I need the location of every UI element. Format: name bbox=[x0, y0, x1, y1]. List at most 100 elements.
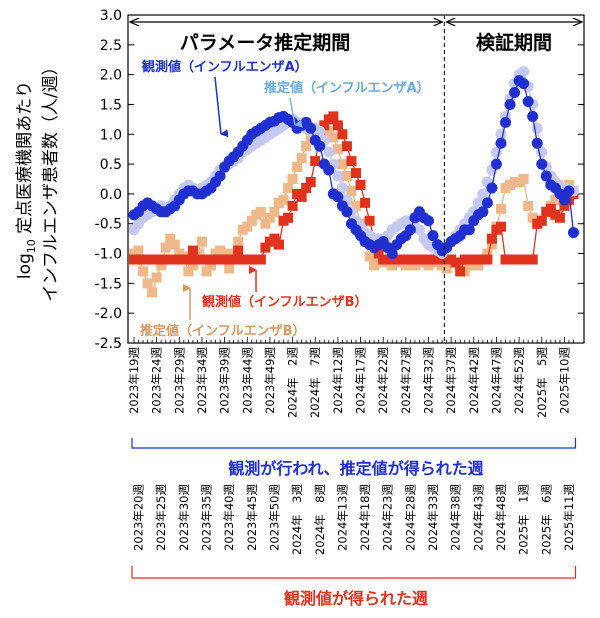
data-point bbox=[490, 158, 502, 170]
data-point bbox=[567, 227, 579, 239]
data-point bbox=[450, 257, 461, 268]
x-tick-label-top: 2023年29週 bbox=[172, 347, 186, 414]
x-tick-label-bottom: 2024年38週 bbox=[449, 484, 463, 551]
data-point bbox=[550, 194, 561, 205]
x-tick-label-top: 2024年 7週 bbox=[308, 347, 322, 419]
data-point bbox=[360, 197, 371, 208]
data-point bbox=[183, 266, 194, 277]
y-tick-label: 2.5 bbox=[100, 38, 122, 54]
svg-text:log10 定点医療機関あたり: log10 定点医療機関あたり bbox=[15, 81, 38, 279]
x-tick-label-bottom: 2025年 1週 bbox=[517, 484, 531, 556]
data-point bbox=[260, 242, 271, 253]
data-point bbox=[482, 248, 493, 259]
y-tick-label: 0.5 bbox=[100, 157, 122, 173]
data-point bbox=[386, 248, 398, 260]
y-tick-label: -1.0 bbox=[95, 247, 122, 263]
data-point bbox=[151, 272, 162, 283]
data-point bbox=[160, 242, 171, 253]
data-point bbox=[518, 66, 530, 78]
data-point bbox=[142, 278, 153, 289]
data-point bbox=[373, 248, 384, 259]
x-tick-label-bottom: 2024年28週 bbox=[403, 484, 417, 551]
data-point bbox=[413, 224, 425, 236]
data-point bbox=[351, 200, 361, 211]
data-point bbox=[404, 224, 416, 236]
x-tick-label-top: 2024年47週 bbox=[489, 347, 503, 414]
x-tick-label-top: 2024年42週 bbox=[467, 347, 481, 414]
data-point bbox=[495, 203, 506, 214]
x-tick-label-bottom: 2024年43週 bbox=[471, 484, 485, 551]
y-tick-label: 2.0 bbox=[100, 68, 122, 84]
y-tick-label: -2.5 bbox=[95, 336, 122, 352]
x-tick-label-top: 2024年 2週 bbox=[286, 347, 300, 419]
data-point bbox=[214, 170, 226, 182]
data-point bbox=[255, 254, 266, 265]
data-point bbox=[332, 170, 344, 182]
ylabel-prefix: log bbox=[15, 253, 35, 279]
data-point bbox=[305, 122, 317, 134]
data-point bbox=[183, 254, 194, 265]
x-tick-label-top: 2024年32週 bbox=[421, 347, 435, 414]
data-point bbox=[287, 174, 298, 184]
annotation-obs-a-arrow bbox=[214, 76, 229, 138]
data-point bbox=[355, 179, 366, 190]
data-point bbox=[147, 287, 158, 298]
data-point bbox=[523, 200, 534, 211]
data-point bbox=[495, 137, 507, 149]
x-tick-label-top: 2023年34週 bbox=[195, 347, 209, 414]
y-tick-label: 1.5 bbox=[100, 97, 122, 113]
data-point bbox=[486, 233, 497, 244]
data-point bbox=[337, 159, 348, 170]
x-tick-label-top: 2024年17週 bbox=[354, 347, 368, 414]
data-point bbox=[563, 185, 575, 197]
data-point bbox=[246, 215, 257, 226]
data-point bbox=[332, 120, 343, 131]
data-point bbox=[341, 141, 352, 152]
data-point bbox=[531, 122, 543, 134]
x-axis: 2023年19週 2023年24週 2023年29週 2023年34週 2023年39週… bbox=[127, 337, 576, 555]
plot-area bbox=[128, 66, 579, 298]
x-tick-label-top: 2024年52週 bbox=[512, 347, 526, 414]
series-0 bbox=[128, 75, 579, 260]
verify-period-label: 検証期間 bbox=[476, 31, 552, 54]
x-tick-label-top: 2024年27週 bbox=[399, 347, 413, 414]
y-tick-label: -0.5 bbox=[95, 217, 122, 233]
y-tick-label: 0.0 bbox=[100, 187, 122, 203]
data-point bbox=[400, 260, 411, 271]
data-point bbox=[486, 239, 497, 250]
data-point bbox=[296, 191, 307, 202]
x-tick-label-top: 2024年22週 bbox=[376, 347, 390, 414]
data-point bbox=[473, 260, 484, 271]
data-point bbox=[441, 263, 452, 274]
data-point bbox=[387, 260, 398, 271]
x-tick-label-bottom: 2023年35週 bbox=[199, 484, 213, 551]
data-point bbox=[332, 191, 344, 203]
ylabel-rest: 定点医療機関あたり bbox=[15, 81, 35, 239]
annotation-est-a-arrow bbox=[289, 97, 303, 128]
data-point bbox=[554, 212, 565, 223]
data-point bbox=[287, 200, 298, 211]
y-tick-label: -1.5 bbox=[95, 276, 122, 292]
data-point bbox=[314, 125, 326, 137]
data-point bbox=[310, 156, 321, 167]
annotation-est-b: 推定値（インフルエンザB） bbox=[140, 323, 306, 339]
y-axis-label: log10 定点医療機関あたり インフルエンザ患者数（人/週） bbox=[15, 58, 61, 301]
x-tick-label-bottom: 2023年30週 bbox=[177, 484, 191, 551]
data-point bbox=[219, 248, 230, 259]
data-point bbox=[518, 174, 529, 184]
x-tick-label-top: 2025年10週 bbox=[557, 347, 571, 414]
ylabel-line2: インフルエンザ患者数（人/週） bbox=[41, 58, 61, 301]
data-point bbox=[273, 239, 284, 250]
data-point bbox=[269, 206, 280, 217]
data-point bbox=[169, 239, 180, 250]
data-point bbox=[296, 153, 307, 164]
data-point bbox=[495, 221, 506, 232]
data-point bbox=[536, 215, 547, 226]
data-point bbox=[133, 245, 144, 256]
data-point bbox=[301, 141, 312, 152]
data-point bbox=[351, 168, 361, 179]
data-point bbox=[522, 95, 534, 107]
data-point bbox=[224, 263, 235, 274]
data-point bbox=[332, 144, 343, 155]
